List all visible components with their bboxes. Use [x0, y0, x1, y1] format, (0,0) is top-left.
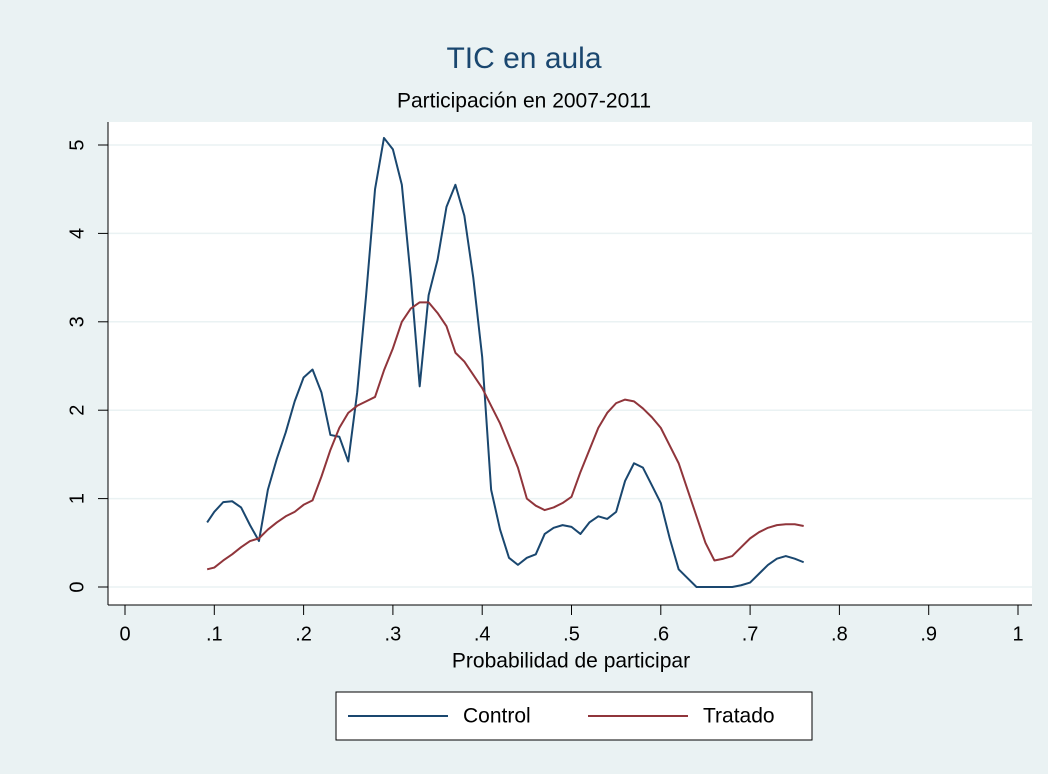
- x-tick-label: .3: [385, 623, 402, 645]
- legend-label: Control: [463, 705, 531, 728]
- y-tick-label: 4: [66, 228, 88, 239]
- x-tick-label: .2: [295, 623, 312, 645]
- x-tick-label: .8: [831, 623, 848, 645]
- y-tick-label: 0: [66, 581, 88, 592]
- x-tick-label: 0: [119, 623, 130, 645]
- x-tick-label: .9: [920, 623, 937, 645]
- y-tick-label: 3: [66, 316, 88, 327]
- series-line: [206, 301, 804, 571]
- x-tick-label: .6: [652, 623, 669, 645]
- x-tick-label: .4: [474, 623, 491, 645]
- y-tick-label: 1: [66, 493, 88, 504]
- x-tick-label: .7: [742, 623, 759, 645]
- chart-title: TIC en aula: [446, 42, 601, 75]
- x-tick-label: .5: [563, 623, 580, 645]
- y-tick-label: 2: [66, 405, 88, 416]
- chart-subtitle: Participación en 2007-2011: [397, 90, 651, 113]
- series-line: [206, 136, 805, 588]
- x-tick-label: .1: [206, 623, 223, 645]
- x-axis-label: Probabilidad de participar: [452, 650, 690, 673]
- x-tick-label: 1: [1012, 623, 1023, 645]
- y-tick-label: 5: [66, 139, 88, 150]
- plot-area: [108, 122, 1032, 605]
- legend-label: Tratado: [703, 705, 775, 728]
